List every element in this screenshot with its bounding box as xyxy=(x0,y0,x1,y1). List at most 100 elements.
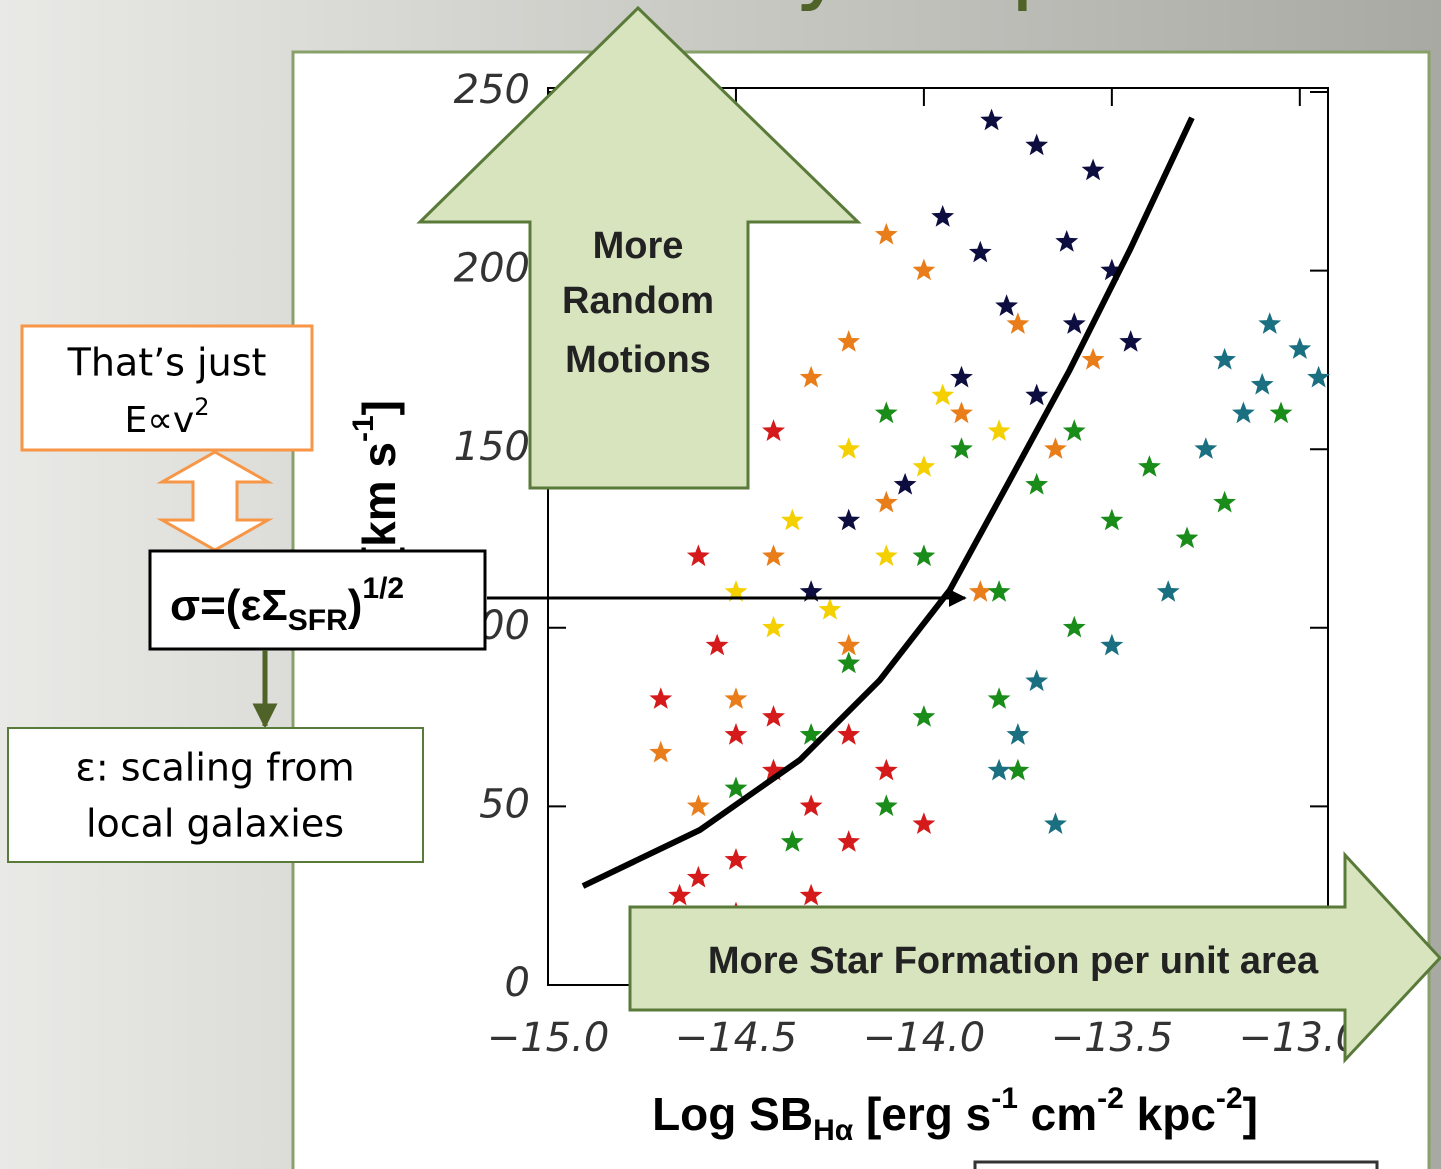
star-point xyxy=(799,883,823,906)
star-point xyxy=(874,544,898,567)
star-point xyxy=(724,723,748,745)
star-point xyxy=(799,580,823,602)
star-point xyxy=(724,580,748,602)
x-tick-label: −13.5 xyxy=(1051,1015,1174,1061)
star-point xyxy=(649,740,673,763)
star-point xyxy=(874,401,898,424)
x-tick-label: −13.0 xyxy=(1239,1015,1362,1061)
star-point xyxy=(780,830,804,852)
star-point xyxy=(1062,615,1086,638)
formula-sub: SFR xyxy=(288,604,348,637)
star-point xyxy=(1025,383,1049,406)
energy-text: That’s just xyxy=(67,341,267,385)
star-point xyxy=(686,794,710,817)
epsilon-text: ε: scaling from xyxy=(75,746,354,790)
star-point xyxy=(1025,472,1049,495)
star-point xyxy=(686,865,710,888)
star-point xyxy=(1288,337,1312,359)
star-point xyxy=(1006,758,1030,781)
x-axis-label-part: cm xyxy=(1018,1088,1097,1140)
star-point xyxy=(987,419,1011,441)
star-point xyxy=(987,758,1011,781)
star-point xyxy=(912,544,936,567)
star-point xyxy=(912,258,936,281)
x-axis-label-part: Log SB xyxy=(652,1088,813,1140)
star-point xyxy=(912,812,936,834)
y-axis-label-part: -1 xyxy=(347,415,380,442)
star-point xyxy=(686,544,710,567)
star-point xyxy=(724,848,748,870)
star-point xyxy=(1307,365,1330,388)
star-point xyxy=(705,633,729,656)
epsilon-box xyxy=(7,727,424,863)
epsilon-text: local galaxies xyxy=(86,802,344,846)
star-point xyxy=(1062,419,1086,441)
y-tick-label: 250 xyxy=(454,67,530,113)
arrow-text: More xyxy=(593,225,684,267)
energy-text: E∝v xyxy=(124,400,194,441)
star-point xyxy=(995,294,1018,316)
star-point xyxy=(1025,669,1049,692)
star-point xyxy=(1213,347,1236,370)
star-point xyxy=(762,758,785,781)
star-point xyxy=(837,437,861,459)
star-point xyxy=(950,365,973,388)
y-axis-label-part: ] xyxy=(353,400,405,415)
arrow-text: Random xyxy=(562,280,714,322)
star-point xyxy=(1194,437,1218,459)
star-point xyxy=(1055,230,1079,252)
star-point xyxy=(780,508,804,531)
star-point xyxy=(1138,455,1161,477)
x-axis-label-part: ] xyxy=(1243,1088,1258,1140)
star-point xyxy=(950,401,973,424)
star-point xyxy=(1250,372,1274,395)
star-point xyxy=(874,490,898,513)
star-point xyxy=(968,240,992,263)
star-point xyxy=(1025,133,1049,156)
star-point xyxy=(968,580,992,602)
star-point xyxy=(762,705,785,727)
star-point xyxy=(837,651,861,674)
star-point xyxy=(837,330,861,352)
star-point xyxy=(1213,490,1236,513)
star-point xyxy=(1100,258,1124,281)
arrow-text: More Star Formation per unit area xyxy=(708,940,1319,982)
star-point xyxy=(799,794,823,817)
star-point xyxy=(1006,723,1030,745)
slide-title: Hα velocity dispertion: xyxy=(330,0,1370,14)
star-point xyxy=(1269,401,1293,424)
star-point xyxy=(874,758,898,781)
star-point xyxy=(724,687,748,709)
x-axis-label-part: -2 xyxy=(1097,1082,1124,1115)
star-point xyxy=(818,597,842,620)
star-point xyxy=(874,794,898,817)
star-point xyxy=(762,615,785,638)
star-point xyxy=(1006,312,1030,334)
star-point xyxy=(799,723,823,745)
x-axis-label-part: [erg s xyxy=(853,1088,991,1140)
x-axis-label-part: kpc xyxy=(1124,1088,1216,1140)
star-point xyxy=(1044,437,1067,459)
star-point xyxy=(874,222,898,245)
star-point xyxy=(980,108,1003,131)
star-point xyxy=(668,883,691,906)
arrow-text: Motions xyxy=(565,339,711,381)
star-point xyxy=(724,776,748,799)
star-point xyxy=(1232,401,1255,424)
up-arrow xyxy=(416,5,862,490)
formula-part: ) xyxy=(348,581,363,630)
star-point xyxy=(1062,312,1086,334)
right-arrow xyxy=(628,851,1441,1064)
formula-box xyxy=(148,549,487,651)
star-point xyxy=(837,508,861,531)
star-point xyxy=(1156,580,1180,602)
y-tick-label: 50 xyxy=(479,781,530,827)
formula-part: σ=(εΣ xyxy=(170,581,288,630)
energy-text: E∝v2 xyxy=(124,393,209,441)
star-point xyxy=(799,365,823,388)
formula: σ=(εΣSFR)1/2 xyxy=(170,572,404,637)
energy-sup: 2 xyxy=(194,393,209,421)
x-tick-label: −14.0 xyxy=(863,1015,986,1061)
